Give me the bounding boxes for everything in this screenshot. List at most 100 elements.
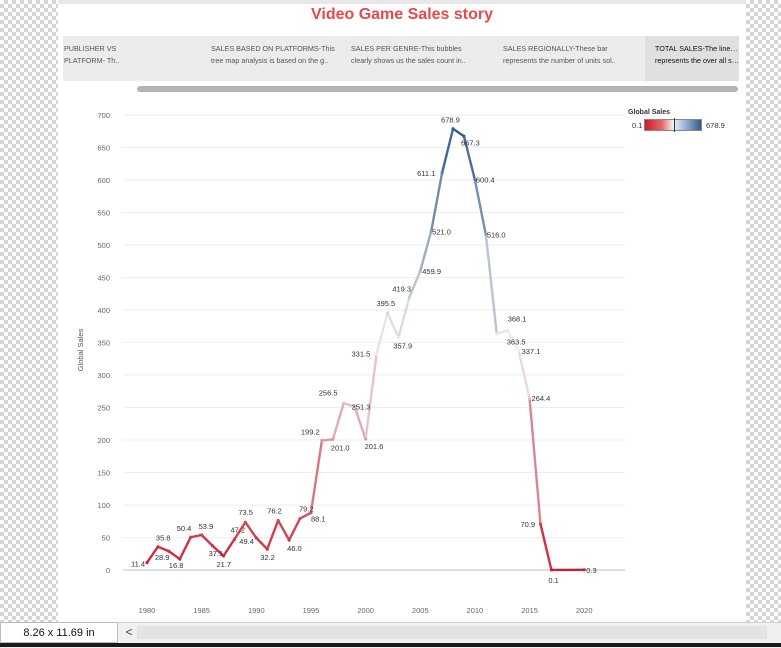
y-tick-label: 600: [97, 176, 110, 185]
sales-line-segment: [267, 520, 278, 549]
sales-data-label: 28.9: [155, 553, 170, 562]
sales-point-marker[interactable]: [145, 561, 148, 564]
legend-color-ramp[interactable]: [644, 119, 702, 131]
sales-data-label: 363.5: [507, 338, 526, 347]
sales-data-label: 264.4: [532, 394, 551, 403]
y-tick-label: 700: [97, 111, 110, 120]
sales-point-marker[interactable]: [189, 536, 192, 539]
sales-data-label: 11.4: [131, 560, 145, 569]
y-tick-label: 50: [102, 534, 110, 543]
sales-data-label: 331.5: [352, 350, 371, 359]
sales-point-marker[interactable]: [342, 402, 345, 405]
sales-point-marker[interactable]: [222, 554, 225, 557]
sales-data-label: 201.6: [365, 442, 384, 451]
y-tick-label: 250: [97, 404, 110, 413]
sales-line-segment: [333, 403, 344, 439]
sales-line-segment: [202, 535, 213, 546]
x-tick-label: 1990: [248, 606, 265, 615]
sales-point-marker[interactable]: [495, 332, 498, 335]
sales-line-segment: [442, 129, 453, 173]
sales-data-label: 37.1: [209, 549, 224, 558]
sales-data-label: 251.3: [352, 403, 371, 412]
sales-point-marker[interactable]: [386, 311, 389, 314]
sales-point-marker[interactable]: [517, 349, 520, 352]
sales-line-segment: [497, 331, 508, 334]
sales-point-marker[interactable]: [441, 171, 444, 174]
sales-data-label: 21.7: [217, 560, 232, 569]
legend-min-label: 0.1: [632, 121, 642, 130]
sales-point-marker[interactable]: [244, 521, 247, 524]
sales-line-segment: [387, 313, 398, 337]
sales-point-marker[interactable]: [287, 539, 290, 542]
sales-data-label: 47.2: [230, 525, 245, 534]
sales-line-segment: [289, 519, 300, 541]
sales-data-label: 678.9: [441, 116, 460, 125]
sales-point-marker[interactable]: [364, 437, 367, 440]
y-tick-label: 350: [97, 339, 110, 348]
horizontal-scrollbar[interactable]: [137, 626, 767, 639]
sales-point-marker[interactable]: [233, 538, 236, 541]
sales-data-label: 46.0: [287, 544, 302, 553]
total-sales-line-chart: 0501001502002503003504004505005506006507…: [0, 0, 781, 622]
sales-point-marker[interactable]: [298, 517, 301, 520]
y-tick-label: 650: [97, 144, 110, 153]
x-tick-label: 2015: [521, 606, 538, 615]
y-tick-label: 550: [97, 209, 110, 218]
sales-line-segment: [245, 522, 256, 538]
sales-point-marker[interactable]: [506, 329, 509, 332]
sales-data-label: 395.5: [376, 299, 395, 308]
y-tick-label: 500: [97, 241, 110, 250]
sales-line-segment: [191, 535, 202, 537]
sales-line-segment: [475, 180, 486, 235]
sales-line-segment: [300, 513, 311, 519]
sales-line-segment: [366, 355, 377, 439]
sales-line-segment: [322, 439, 333, 440]
sales-line-segment: [398, 297, 409, 337]
y-tick-label: 450: [97, 274, 110, 283]
sales-line-segment: [311, 441, 322, 513]
legend-max-label: 678.9: [706, 121, 725, 130]
sales-data-label: 667.3: [461, 138, 480, 147]
legend-marker: [674, 118, 675, 132]
sales-point-marker[interactable]: [550, 568, 553, 571]
sales-data-label: 459.9: [422, 267, 441, 276]
sales-point-marker[interactable]: [397, 336, 400, 339]
sales-data-label: 49.4: [239, 537, 254, 546]
sales-point-marker[interactable]: [375, 353, 378, 356]
sales-data-label: 600.4: [476, 176, 495, 185]
sales-data-label: 357.9: [393, 341, 412, 350]
y-tick-label: 200: [97, 436, 110, 445]
legend-title: Global Sales: [628, 109, 670, 116]
sales-point-marker[interactable]: [451, 127, 454, 130]
sales-data-label: 419.3: [392, 284, 411, 293]
scroll-left-button[interactable]: <: [123, 625, 135, 640]
sales-line-segment: [431, 173, 442, 232]
sales-line-segment: [158, 547, 169, 551]
sales-point-marker[interactable]: [211, 544, 214, 547]
sales-data-label: 521.0: [432, 227, 451, 236]
sales-data-label: 16.8: [169, 561, 184, 570]
sales-data-label: 256.5: [319, 388, 338, 397]
sales-point-marker[interactable]: [266, 547, 269, 550]
sales-point-marker[interactable]: [320, 439, 323, 442]
sales-point-marker[interactable]: [331, 438, 334, 441]
sales-point-marker[interactable]: [200, 533, 203, 536]
sales-point-marker[interactable]: [156, 545, 159, 548]
sales-line-segment: [256, 538, 267, 549]
sales-line-segment: [453, 129, 464, 137]
sales-data-label: 88.1: [311, 515, 326, 524]
x-tick-label: 2010: [467, 606, 484, 615]
sales-point-marker[interactable]: [408, 296, 411, 299]
sales-point-marker[interactable]: [539, 522, 542, 525]
y-tick-label: 150: [97, 469, 110, 478]
x-tick-label: 1995: [303, 606, 320, 615]
sales-data-label: 201.0: [331, 443, 350, 452]
sales-line-segment: [486, 235, 497, 334]
sales-data-label: 76.2: [267, 506, 282, 515]
sales-point-marker[interactable]: [277, 519, 280, 522]
page-size-indicator[interactable]: 8.26 x 11.69 in: [0, 622, 118, 643]
sales-line-segment: [169, 551, 180, 559]
window-bottom-edge: [0, 643, 781, 647]
y-axis-label: Global Sales: [76, 328, 85, 371]
sales-point-marker[interactable]: [255, 536, 258, 539]
